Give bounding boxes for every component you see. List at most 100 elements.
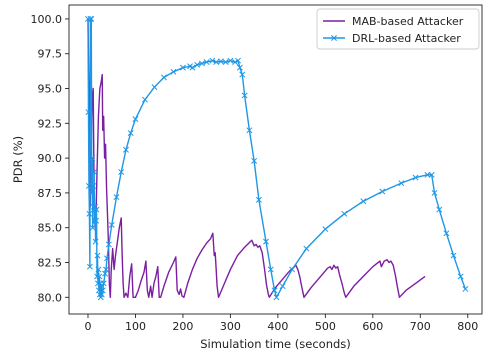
x-axis-ticks: 0 100 200 300 400 500 600 700 800 (84, 314, 478, 333)
drl-based-attacker-point (132, 116, 139, 123)
drl-based-attacker-point (88, 15, 95, 22)
drl-based-attacker-point (89, 155, 96, 162)
drl-based-attacker-point (85, 109, 92, 116)
drl-based-attacker-point (279, 283, 286, 290)
x-tick-label: 300 (220, 320, 241, 333)
drl-based-attacker-point (263, 238, 269, 245)
y-tick-label: 87.5 (38, 187, 63, 200)
legend-label: MAB-based Attacker (352, 15, 464, 28)
x-tick-label: 100 (125, 320, 146, 333)
x-tick-label: 0 (84, 320, 91, 333)
drl-based-attacker-point (246, 127, 253, 134)
y-tick-label: 85.0 (38, 222, 63, 235)
drl-based-attacker-point (239, 71, 246, 78)
x-tick-label: 700 (410, 320, 431, 333)
series-layer (85, 15, 469, 301)
drl-based-attacker-point (213, 59, 220, 66)
drl-based-attacker-point (236, 64, 243, 71)
drl-based-attacker-point (96, 273, 103, 280)
drl-based-attacker-point (90, 182, 97, 189)
drl-based-attacker-point (95, 266, 102, 273)
drl-based-attacker-point (450, 252, 457, 259)
legend-item-mab-based-attacker: MAB-based Attacker (323, 15, 464, 28)
mab-based-attacker-line (87, 18, 426, 298)
y-tick-label: 90.0 (38, 152, 63, 165)
x-tick-label: 600 (362, 320, 383, 333)
drl-based-attacker-point (289, 266, 296, 273)
y-tick-label: 92.5 (38, 117, 63, 130)
drl-based-attacker-point (160, 74, 167, 81)
drl-based-attacker-point (194, 61, 201, 68)
drl-based-attacker-point (179, 64, 186, 71)
drl-based-attacker-point (91, 169, 98, 175)
drl-based-attacker-point (189, 64, 196, 71)
drl-based-attacker-point (203, 59, 210, 66)
drl-based-attacker-point (412, 174, 419, 181)
drl-based-attacker-point (99, 287, 106, 294)
drl-based-attacker-point (92, 203, 99, 210)
drl-based-attacker-point (100, 280, 107, 287)
y-tick-label: 100.0 (31, 13, 63, 26)
drl-based-attacker-point (462, 285, 469, 292)
drl-based-attacker-point (267, 266, 274, 273)
x-tick-label: 200 (172, 320, 193, 333)
legend-item-drl-based-attacker: DRL-based Attacker (323, 32, 461, 45)
drl-based-attacker-point (86, 263, 93, 270)
y-tick-label: 97.5 (38, 48, 63, 61)
drl-based-attacker-point (91, 217, 98, 224)
x-tick-label: 800 (457, 320, 478, 333)
drl-based-attacker-point (251, 157, 258, 164)
drl-based-attacker-point (94, 273, 100, 280)
drl-based-attacker-point (88, 189, 95, 196)
drl-based-attacker-point (198, 60, 205, 67)
drl-based-attacker-point (92, 238, 99, 245)
drl-based-attacker-point (271, 287, 278, 294)
y-axis-label: PDR (%) (11, 136, 25, 183)
drl-based-attacker-point (360, 198, 367, 205)
drl-based-attacker-point (105, 241, 112, 248)
drl-based-attacker-point (104, 255, 110, 262)
drl-based-attacker-point (85, 182, 92, 189)
x-axis-label: Simulation time (seconds) (200, 337, 351, 351)
plot-area (69, 5, 482, 314)
drl-based-attacker-point (436, 206, 443, 213)
drl-based-attacker-point (127, 130, 134, 137)
x-tick-label: 500 (315, 320, 336, 333)
drl-based-attacker-point (87, 15, 94, 22)
drl-based-attacker-point (322, 226, 329, 233)
drl-based-attacker-point (424, 171, 431, 178)
drl-based-attacker-point (170, 68, 177, 75)
plot-frame (68, 4, 483, 315)
drl-based-attacker-point (113, 194, 120, 201)
drl-based-attacker-point (227, 57, 234, 64)
drl-based-attacker-point (123, 146, 129, 153)
drl-based-attacker-point (103, 266, 109, 273)
y-tick-label: 80.0 (38, 291, 63, 304)
drl-based-attacker-point (457, 273, 464, 280)
drl-based-attacker-point (431, 189, 438, 196)
drl-based-attacker-point (209, 57, 216, 64)
y-tick-label: 82.5 (38, 257, 63, 270)
legend: MAB-based Attacker DRL-based Attacker (316, 8, 480, 50)
legend-label: DRL-based Attacker (352, 32, 461, 45)
drl-based-attacker-point (93, 206, 100, 213)
drl-based-attacker-point (428, 171, 435, 178)
drl-based-attacker-point (235, 57, 241, 64)
drl-based-attacker-point (443, 230, 450, 237)
drl-based-attacker-point (232, 59, 239, 66)
y-tick-label: 95.0 (38, 83, 63, 96)
drl-based-attacker-point (341, 210, 348, 217)
drl-based-attacker-point (142, 96, 148, 103)
drl-based-attacker-point (86, 210, 93, 217)
y-axis-ticks: 80.0 82.5 85.0 87.5 90.0 92.5 95.0 97.5 100.0 (31, 13, 69, 304)
drl-based-attacker-point (108, 221, 115, 228)
drl-based-attacker-point (255, 196, 262, 203)
drl-based-attacker-point (151, 84, 158, 91)
drl-based-attacker-point (222, 59, 229, 66)
drl-based-attacker-point (241, 92, 248, 99)
drl-based-attacker-point (118, 169, 125, 175)
drl-based-attacker-point (303, 245, 310, 252)
drl-based-attacker-point (398, 180, 405, 187)
drl-based-attacker-point (94, 252, 101, 259)
